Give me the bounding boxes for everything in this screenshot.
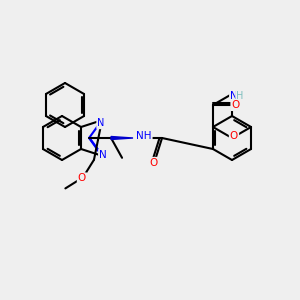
Text: H: H — [236, 91, 244, 101]
Text: N: N — [99, 150, 107, 160]
Text: N: N — [97, 118, 105, 128]
Text: O: O — [231, 100, 240, 110]
Text: O: O — [230, 131, 238, 141]
Text: O: O — [78, 173, 86, 183]
Text: NH: NH — [136, 131, 152, 141]
Text: N: N — [230, 91, 238, 101]
Text: O: O — [149, 158, 158, 168]
Polygon shape — [111, 136, 133, 140]
